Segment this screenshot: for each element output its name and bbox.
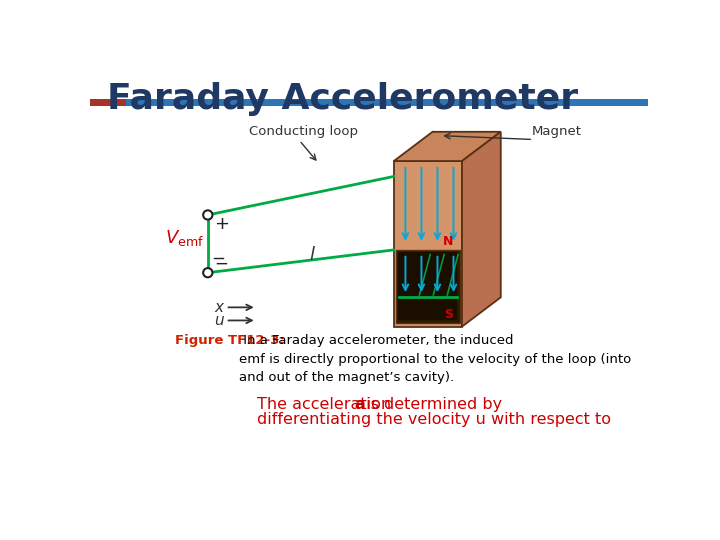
- Text: Magnet: Magnet: [532, 125, 582, 138]
- Text: In a Faraday accelerometer, the induced
emf is directly proportional to the velo: In a Faraday accelerometer, the induced …: [239, 334, 631, 384]
- Polygon shape: [394, 161, 462, 327]
- Text: differentiating the velocity u with respect to: differentiating the velocity u with resp…: [256, 412, 611, 427]
- Text: $V_\mathrm{emf}$: $V_\mathrm{emf}$: [165, 228, 204, 248]
- Text: −: −: [214, 254, 228, 273]
- Text: $l$: $l$: [309, 246, 315, 265]
- Bar: [398, 252, 457, 320]
- Text: S: S: [444, 308, 454, 321]
- Circle shape: [203, 268, 212, 278]
- Text: The acceleration: The acceleration: [256, 397, 396, 413]
- Polygon shape: [462, 132, 500, 327]
- Bar: [126, 99, 684, 106]
- Text: is determined by: is determined by: [361, 397, 503, 413]
- Text: a: a: [354, 397, 365, 413]
- Bar: [396, 250, 459, 323]
- Text: +: +: [214, 215, 229, 233]
- Text: N: N: [443, 235, 454, 248]
- Polygon shape: [394, 132, 500, 161]
- Text: Faraday Accelerometer: Faraday Accelerometer: [107, 82, 578, 116]
- Text: Conducting loop: Conducting loop: [249, 125, 358, 138]
- Bar: [90, 99, 126, 106]
- Text: Figure TF12-3:: Figure TF12-3:: [175, 334, 285, 347]
- Circle shape: [203, 210, 212, 220]
- Text: x: x: [214, 300, 223, 315]
- Text: u: u: [214, 313, 224, 328]
